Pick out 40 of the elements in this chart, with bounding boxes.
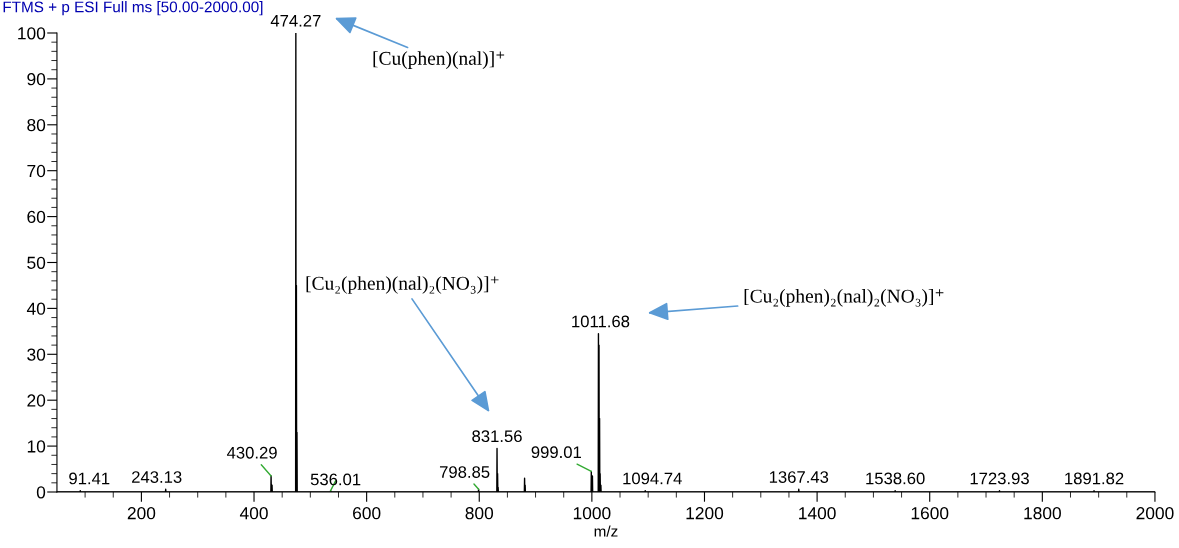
y-tick-label: 0 [36, 486, 46, 499]
y-tick-label: 70 [27, 164, 46, 178]
y-tick-label: 50 [27, 256, 46, 269]
y-tick-label: 90 [27, 73, 46, 86]
annotation: 831.56 [472, 430, 522, 443]
annotation: 91.41 [69, 472, 110, 485]
annotation: 1011.68 [572, 315, 630, 328]
annotation: [Cu₂(phen)(nal)₂(NO₃)]⁺ [306, 276, 499, 294]
annotation: 243.13 [132, 471, 182, 483]
annotation: [Cu₂(phen)₂(nal)₂(NO₃)]⁺ [744, 289, 944, 307]
y-tick-label: 30 [27, 348, 46, 361]
x-axis-title: m/z [594, 525, 618, 537]
annotation: 798.85 [439, 466, 490, 478]
x-tick-label: 1800 [1024, 507, 1061, 520]
annotation: 1367.43 [769, 471, 829, 483]
x-tick-label: 800 [465, 507, 494, 520]
x-tick-label: 600 [353, 507, 381, 520]
y-tick-label: 60 [27, 210, 46, 224]
x-tick-label: 2000 [1136, 507, 1174, 520]
x-tick-label: 1600 [911, 507, 949, 520]
annotation: 430.29 [226, 446, 277, 459]
y-tick-label: 10 [27, 440, 46, 453]
x-tick-label: 1200 [686, 507, 724, 520]
annotation: 536.01 [310, 473, 361, 486]
x-tick-label: 1400 [799, 507, 836, 520]
annotation: 1538.60 [866, 472, 925, 485]
y-tick-label: 100 [18, 27, 46, 40]
y-tick-label: 20 [27, 394, 46, 407]
annotation: 1094.74 [623, 472, 682, 485]
x-tick-label: 400 [239, 507, 268, 520]
y-tick-label: 80 [27, 118, 46, 132]
annotation: 474.27 [270, 14, 321, 27]
annotation: 999.01 [531, 446, 581, 459]
chart-title: FTMS + p ESI Full ms [50.00-2000.00] [3, 1, 263, 16]
annotation: [Cu(phen)(nal)]⁺ [373, 51, 505, 69]
x-tick-label: 1000 [573, 507, 611, 520]
y-tick-label: 40 [26, 302, 46, 315]
annotation: 1891.82 [1065, 472, 1124, 485]
x-tick-label: 200 [127, 507, 156, 520]
annotation: 1723.93 [970, 472, 1029, 485]
